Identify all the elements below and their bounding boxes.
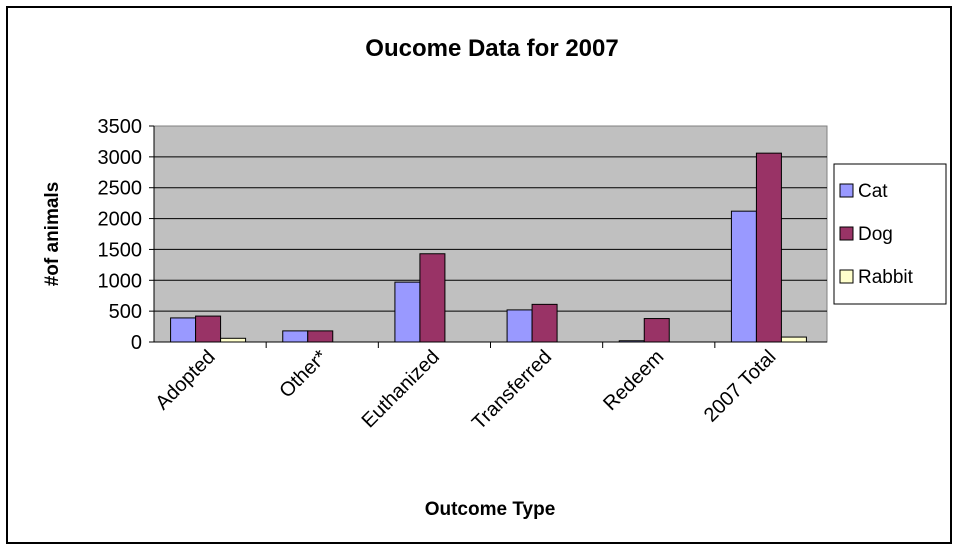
legend-swatch-dog bbox=[839, 226, 854, 241]
legend-swatch-cat bbox=[839, 183, 854, 198]
bar-dog-euthanized bbox=[419, 253, 446, 343]
y-tick-label: 3500 bbox=[98, 116, 143, 138]
x-axis-title: Outcome Type bbox=[425, 499, 556, 520]
bars bbox=[170, 152, 807, 348]
chart-title: Oucome Data for 2007 bbox=[365, 35, 618, 62]
legend-swatch-rabbit bbox=[839, 269, 854, 284]
bar-dog-2007-total bbox=[755, 152, 782, 343]
bar-cat-transferred bbox=[506, 309, 533, 343]
y-tick-label: 0 bbox=[131, 332, 142, 354]
y-tick-label: 500 bbox=[109, 301, 142, 323]
legend: Cat Dog Rabbit bbox=[839, 181, 914, 288]
bar-cat-other bbox=[282, 330, 309, 343]
grid-lines bbox=[154, 156, 827, 312]
bar-rabbit-2007-total bbox=[780, 336, 807, 343]
y-axis-ticks: 0 500 1000 1500 2000 2500 3000 3500 bbox=[98, 116, 154, 354]
legend-label-rabbit: Rabbit bbox=[858, 267, 914, 288]
plot-area bbox=[153, 125, 828, 343]
bar-dog-adopted bbox=[195, 315, 222, 343]
y-tick-label: 3000 bbox=[98, 147, 143, 169]
bar-dog-transferred bbox=[531, 303, 558, 343]
y-tick-label: 1500 bbox=[98, 239, 143, 261]
bar-cat-euthanized bbox=[394, 281, 421, 343]
bar-cat-2007-total bbox=[730, 210, 757, 343]
y-axis-title: #of animals bbox=[42, 182, 63, 287]
bar-dog-redeem bbox=[643, 318, 670, 343]
bar-cat-adopted bbox=[170, 317, 197, 343]
y-tick-label: 2500 bbox=[98, 178, 143, 200]
y-tick-label: 2000 bbox=[98, 209, 143, 231]
legend-label-dog: Dog bbox=[858, 224, 893, 245]
bar-rabbit-adopted bbox=[220, 337, 247, 343]
legend-label-cat: Cat bbox=[858, 181, 888, 202]
y-tick-label: 1000 bbox=[98, 270, 143, 292]
bar-dog-other bbox=[307, 330, 334, 343]
